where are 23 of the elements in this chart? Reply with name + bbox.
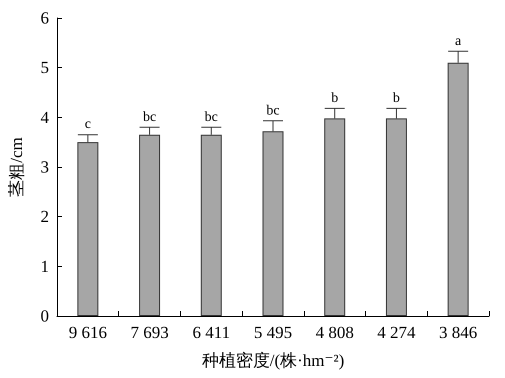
y-tick-label: 4 <box>40 108 50 127</box>
x-tick-label: 5 495 <box>254 323 292 342</box>
y-tick-label: 2 <box>40 207 49 226</box>
annotation: bc <box>142 110 156 125</box>
x-tick-label: 6 411 <box>192 323 230 342</box>
annotation: b <box>392 90 400 106</box>
x-tick-label: 4 808 <box>316 323 354 342</box>
y-tick-label: 3 <box>40 158 49 176</box>
x-tick-label: 4 274 <box>377 323 416 342</box>
annotation: c <box>84 117 91 132</box>
annotation: a <box>455 34 462 49</box>
annotation: bc <box>266 103 280 118</box>
x-axis-title: 种植密度/(株·hm⁻²) <box>202 351 344 370</box>
y-tick-label: 0 <box>40 306 49 326</box>
y-tick-label: 6 <box>40 8 49 28</box>
annotation: b <box>331 90 338 106</box>
x-tick-label: 3 846 <box>439 323 478 342</box>
y-axis-title: 茎粗/cm <box>7 137 26 197</box>
x-tick-label: 9 616 <box>68 323 107 342</box>
y-tick-label: 5 <box>40 58 49 78</box>
x-tick-label: 7 693 <box>130 323 169 342</box>
annotation: bc <box>204 110 218 125</box>
y-tick-label: 1 <box>40 256 49 276</box>
